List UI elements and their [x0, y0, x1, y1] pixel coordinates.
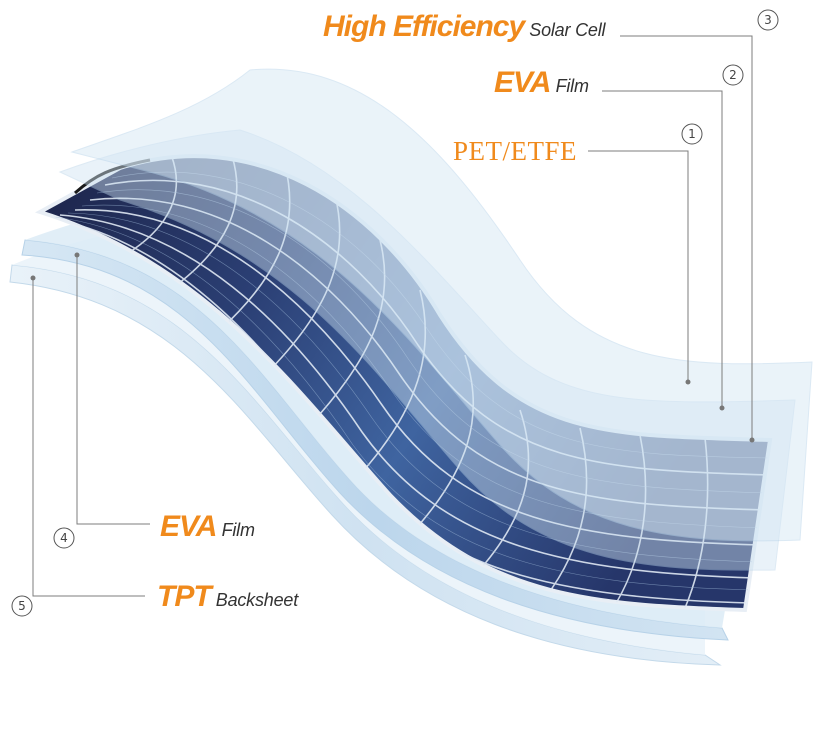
- layer-number-1: 1: [688, 127, 696, 141]
- badge-circle-4: [53, 527, 75, 549]
- eva-upper-emphasis: EVA: [494, 66, 551, 99]
- layer-number-3: 3: [764, 13, 772, 27]
- pet-etfe-layer: [70, 68, 813, 542]
- leader-lines: [32, 35, 753, 597]
- badge-circle-1: [681, 123, 703, 145]
- layer-number-4: 4: [60, 531, 68, 545]
- pet-etfe-emphasis: PET/ETFE: [453, 136, 577, 166]
- badge-circle-3: [757, 9, 779, 31]
- label-eva-film-upper: EVA Film: [494, 68, 589, 98]
- layer-number-2: 2: [729, 68, 737, 82]
- label-tpt-backsheet: TPT Backsheet: [157, 582, 298, 612]
- label-solar-cell: High Efficiency Solar Cell: [323, 12, 605, 42]
- eva-upper-name: Film: [555, 76, 589, 96]
- solar-cell-emphasis: High Efficiency: [323, 10, 525, 43]
- badge-circle-5: [11, 595, 33, 617]
- layer-number-5: 5: [18, 599, 26, 613]
- tpt-emphasis: TPT: [157, 580, 212, 613]
- badge-circle-2: [722, 64, 744, 86]
- label-eva-film-lower: EVA Film: [160, 512, 255, 542]
- tpt-name: Backsheet: [215, 590, 299, 610]
- eva-lower-name: Film: [221, 520, 255, 540]
- label-pet-etfe: PET/ETFE: [453, 138, 577, 165]
- eva-lower-emphasis: EVA: [160, 510, 217, 543]
- tpt-backsheet-layer: [9, 264, 722, 666]
- solar-cell-name: Solar Cell: [529, 20, 606, 40]
